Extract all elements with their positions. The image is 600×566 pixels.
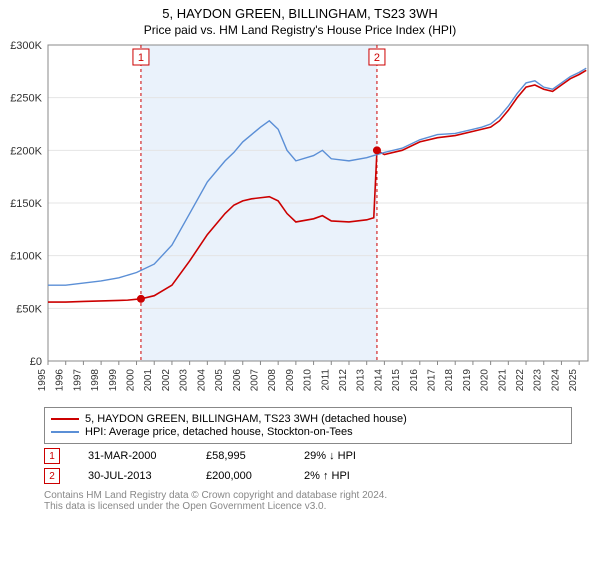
sale-price: £58,995: [206, 450, 276, 462]
svg-text:£150K: £150K: [10, 198, 42, 210]
sales-table: 1 31-MAR-2000 £58,995 29% ↓ HPI 2 30-JUL…: [44, 448, 572, 484]
svg-text:1995: 1995: [37, 369, 48, 392]
svg-text:2008: 2008: [267, 369, 278, 392]
price-chart: £0 £50K £100K £150K £200K £250K £300K 1995 1996 1…: [0, 41, 600, 401]
legend-label: HPI: Average price, detached house, Stoc…: [85, 426, 353, 438]
svg-text:2009: 2009: [285, 369, 296, 392]
svg-text:2015: 2015: [391, 369, 402, 392]
svg-text:£100K: £100K: [10, 251, 42, 263]
svg-text:£200K: £200K: [10, 145, 42, 157]
sale-diff: 29% ↓ HPI: [304, 450, 356, 462]
svg-text:2020: 2020: [480, 369, 491, 392]
legend-item-property: 5, HAYDON GREEN, BILLINGHAM, TS23 3WH (d…: [51, 413, 565, 425]
svg-text:2007: 2007: [249, 369, 260, 392]
attribution-line: This data is licensed under the Open Gov…: [44, 501, 572, 512]
svg-text:2024: 2024: [550, 369, 561, 392]
svg-text:1: 1: [138, 52, 144, 64]
sale-row: 1 31-MAR-2000 £58,995 29% ↓ HPI: [44, 448, 572, 464]
svg-text:2022: 2022: [515, 369, 526, 392]
sale-marker-2: 2: [44, 468, 60, 484]
svg-text:1998: 1998: [90, 369, 101, 392]
sale-marker-1: 1: [44, 448, 60, 464]
svg-text:2013: 2013: [356, 369, 367, 392]
svg-text:2010: 2010: [303, 369, 314, 392]
sale-date: 30-JUL-2013: [88, 470, 178, 482]
legend-swatch: [51, 431, 79, 433]
page-subtitle: Price paid vs. HM Land Registry's House …: [0, 23, 600, 37]
svg-text:2017: 2017: [427, 369, 438, 392]
sale-price: £200,000: [206, 470, 276, 482]
svg-text:2004: 2004: [196, 369, 207, 392]
svg-text:2023: 2023: [533, 369, 544, 392]
svg-text:2025: 2025: [568, 369, 579, 392]
svg-text:2000: 2000: [126, 369, 137, 392]
svg-text:2021: 2021: [497, 369, 508, 392]
sale-diff: 2% ↑ HPI: [304, 470, 350, 482]
svg-text:2012: 2012: [338, 369, 349, 392]
svg-text:£50K: £50K: [16, 303, 42, 315]
legend: 5, HAYDON GREEN, BILLINGHAM, TS23 3WH (d…: [44, 407, 572, 444]
svg-text:1996: 1996: [55, 369, 66, 392]
svg-text:2018: 2018: [444, 369, 455, 392]
svg-text:2005: 2005: [214, 369, 225, 392]
sale-date: 31-MAR-2000: [88, 450, 178, 462]
svg-text:2011: 2011: [320, 369, 331, 391]
legend-label: 5, HAYDON GREEN, BILLINGHAM, TS23 3WH (d…: [85, 413, 407, 425]
svg-text:2: 2: [374, 52, 380, 64]
svg-text:2014: 2014: [373, 369, 384, 392]
svg-text:2019: 2019: [462, 369, 473, 392]
legend-item-hpi: HPI: Average price, detached house, Stoc…: [51, 426, 565, 438]
sale-row: 2 30-JUL-2013 £200,000 2% ↑ HPI: [44, 468, 572, 484]
svg-text:£250K: £250K: [10, 93, 42, 105]
svg-text:2003: 2003: [179, 369, 190, 392]
legend-swatch: [51, 418, 79, 420]
svg-text:£300K: £300K: [10, 41, 42, 52]
svg-text:1999: 1999: [108, 369, 119, 392]
svg-text:2001: 2001: [143, 369, 154, 392]
svg-text:£0: £0: [30, 356, 42, 368]
attribution-line: Contains HM Land Registry data © Crown c…: [44, 490, 572, 501]
page-title: 5, HAYDON GREEN, BILLINGHAM, TS23 3WH: [0, 6, 600, 21]
attribution: Contains HM Land Registry data © Crown c…: [44, 490, 572, 512]
svg-text:1997: 1997: [72, 369, 83, 392]
svg-text:2006: 2006: [232, 369, 243, 392]
svg-text:2016: 2016: [409, 369, 420, 392]
svg-text:2002: 2002: [161, 369, 172, 392]
